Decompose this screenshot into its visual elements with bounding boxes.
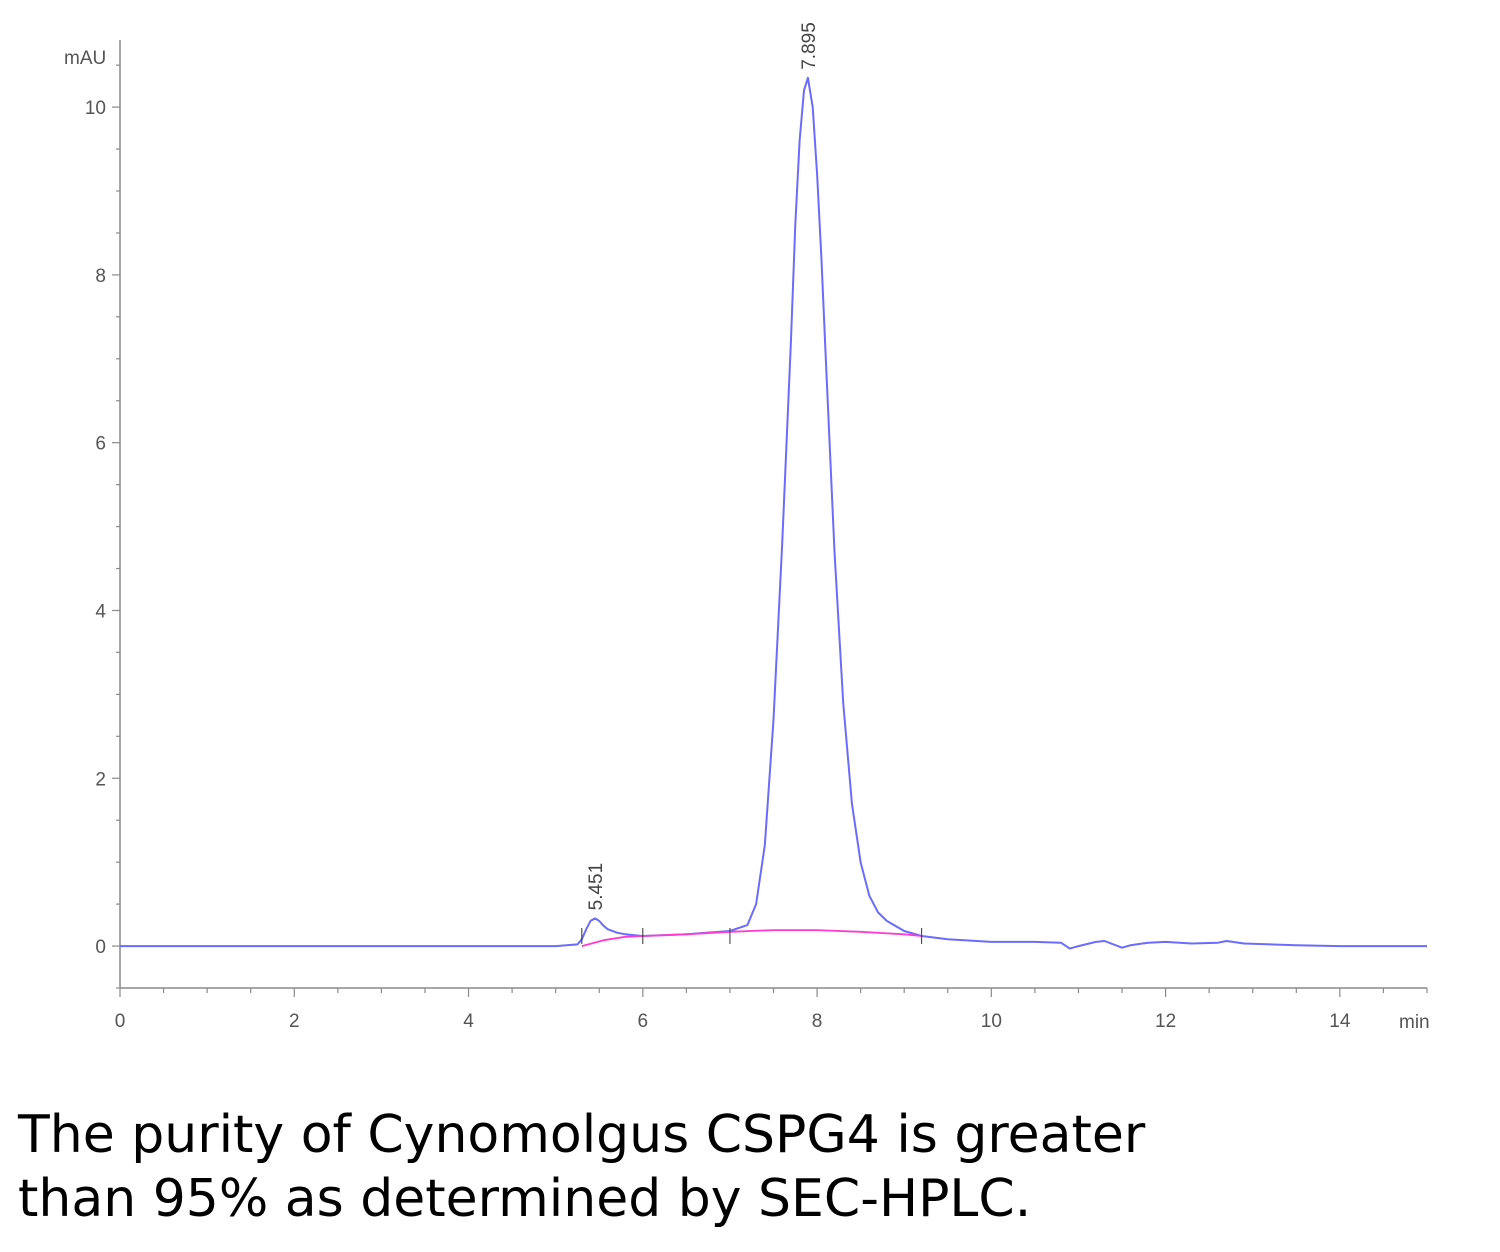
caption-line-2: than 95% as determined by SEC-HPLC. — [18, 1169, 1032, 1229]
y-tick-label: 2 — [95, 769, 106, 790]
chart-peak-layer: 5.451 7.895 — [586, 22, 820, 910]
x-tick-label: 2 — [289, 1011, 300, 1032]
peak-label: 7.895 — [799, 22, 820, 70]
y-tick-label: 8 — [95, 266, 106, 287]
caption: The purity of Cynomolgus CSPG4 is greate… — [18, 1103, 1418, 1231]
x-tick-label: 6 — [638, 1011, 649, 1032]
chart-axes — [119, 40, 1427, 989]
x-tick-label: 12 — [1155, 1011, 1176, 1032]
y-axis-unit-label: mAU — [64, 48, 106, 69]
caption-line-1: The purity of Cynomolgus CSPG4 is greate… — [18, 1105, 1146, 1165]
y-tick-label: 6 — [95, 434, 106, 455]
y-tick-label: 10 — [85, 98, 106, 119]
x-tick-label: 8 — [812, 1011, 823, 1032]
y-tick-label: 0 — [95, 937, 106, 958]
x-tick-label: 0 — [115, 1011, 126, 1032]
chromatogram-trace — [120, 76, 1427, 950]
peak-label: 5.451 — [586, 863, 607, 911]
chart-series-layer — [120, 76, 1427, 950]
baseline-trace — [581, 929, 922, 947]
x-axis-unit-label: min — [1399, 1012, 1430, 1033]
x-tick-label: 4 — [463, 1011, 474, 1032]
x-tick-label: 10 — [981, 1011, 1002, 1032]
chart-ticks: 0 2 4 6 8 10 0 2 4 6 8 10 12 14 — [85, 64, 1428, 1032]
x-tick-label: 14 — [1329, 1011, 1351, 1032]
chromatogram-chart: 0 2 4 6 8 10 0 2 4 6 8 10 12 14 5.451 7.895 mAU min — [64, 22, 1430, 1033]
y-tick-label: 4 — [95, 601, 106, 622]
